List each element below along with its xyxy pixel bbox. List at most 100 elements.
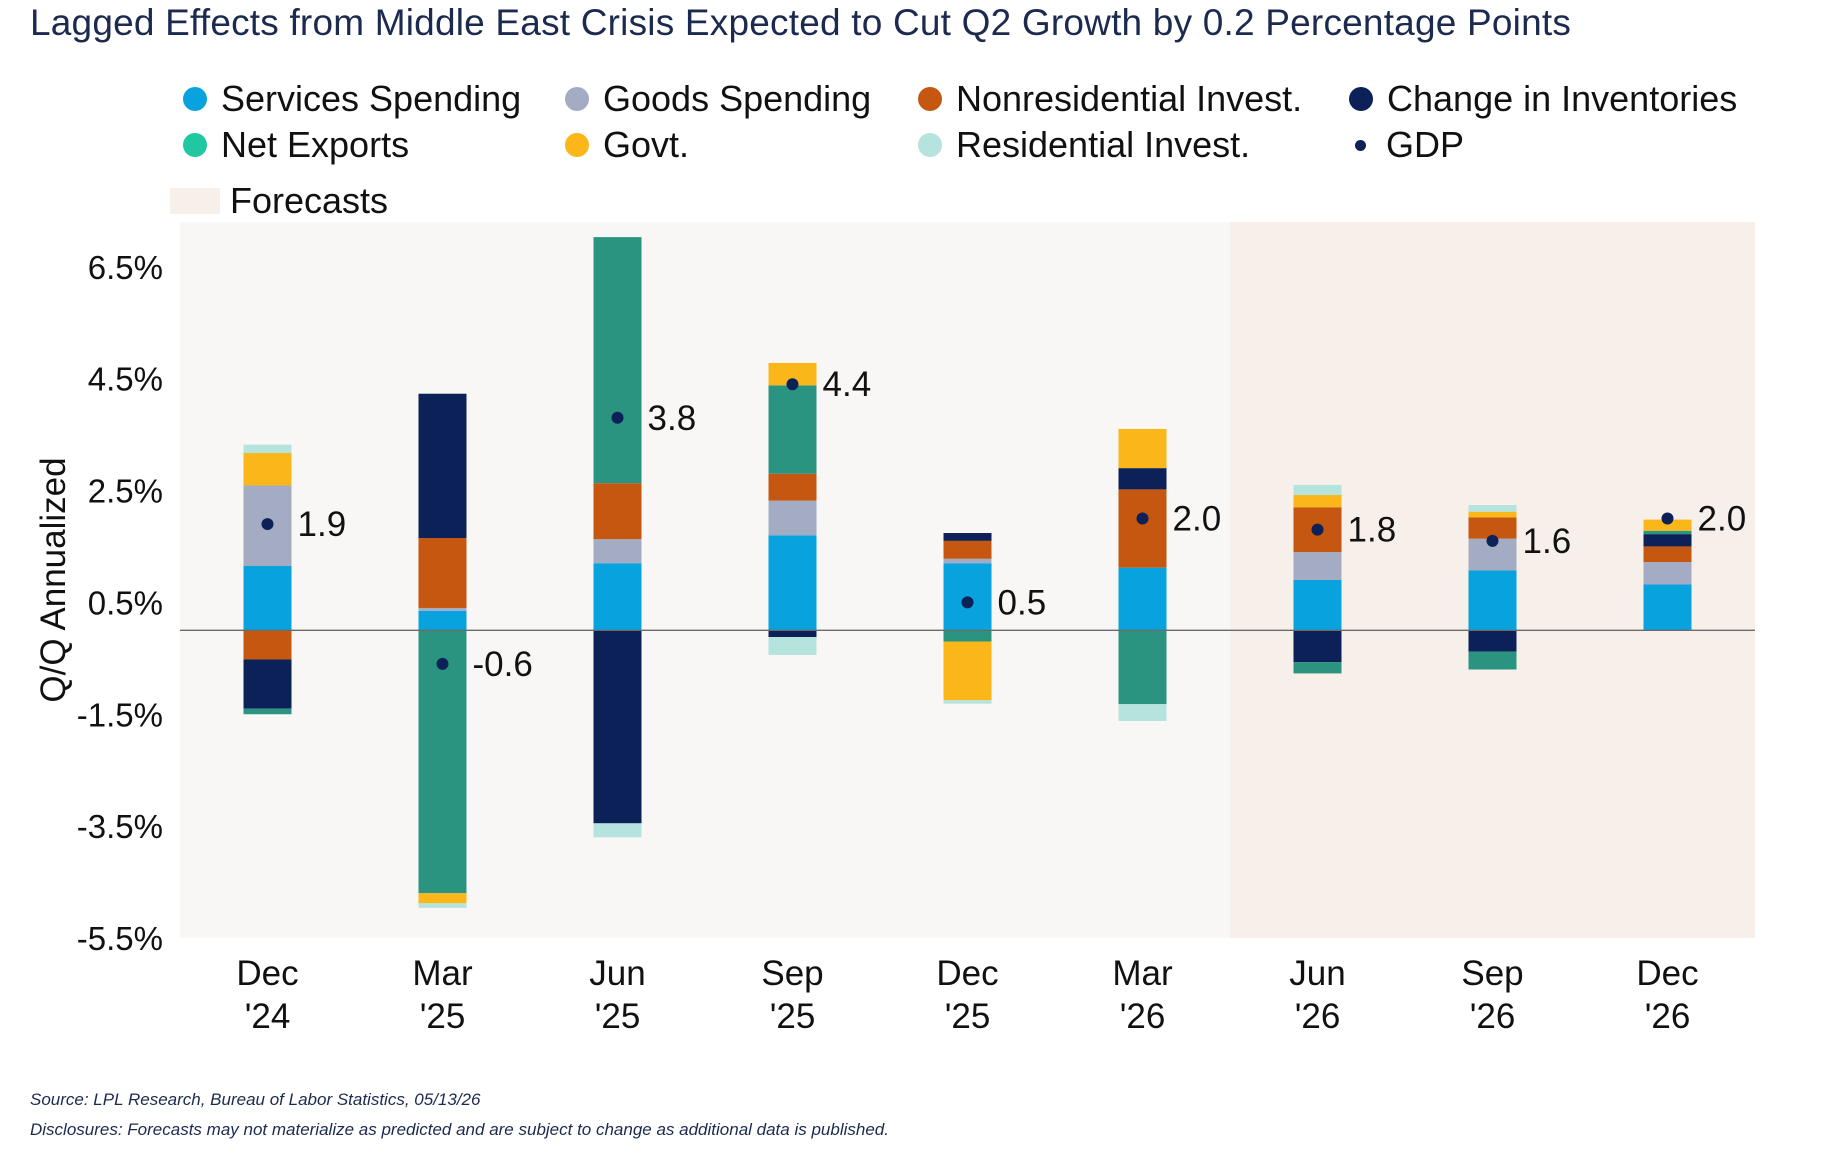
y-tick-label: -5.5% — [77, 920, 163, 957]
legend-swatch-govt — [565, 133, 589, 157]
gdp-data-label: 1.8 — [1348, 511, 1397, 550]
bar-segment-netexports — [1293, 662, 1342, 674]
bar-segment-residential — [1468, 505, 1517, 512]
bar-segment-residential — [1293, 484, 1342, 495]
legend-label-forecasts: Forecasts — [230, 180, 389, 221]
bar-segment-services — [593, 563, 642, 631]
bar-segment-services — [1118, 567, 1167, 631]
x-tick-label-year: '26 — [1295, 997, 1341, 1036]
bar-segment-goods — [943, 558, 992, 564]
x-tick-label-month: Mar — [412, 954, 473, 993]
bar-segment-netexports — [243, 708, 292, 715]
bar-segment-inventories — [943, 533, 992, 541]
x-tick-label-month: Sep — [761, 954, 823, 993]
legend-label-nonres: Nonresidential Invest. — [956, 78, 1303, 119]
gdp-point — [261, 518, 274, 531]
legend-swatch-forecasts — [170, 188, 220, 214]
bar-segment-nonres — [418, 538, 467, 608]
bar-segment-inventories — [1293, 630, 1342, 663]
legend-label-goods: Goods Spending — [603, 78, 872, 119]
legend-swatch-inventories — [1349, 87, 1373, 111]
y-axis-label: Q/Q Annualized — [34, 457, 73, 702]
bar-segment-govt — [943, 641, 992, 701]
bar-segment-residential — [768, 637, 817, 655]
bar-segment-residential — [943, 700, 992, 704]
legend-label-govt: Govt. — [603, 124, 690, 165]
gdp-point — [1136, 512, 1149, 525]
bar-segment-inventories — [593, 630, 642, 824]
bar-segment-inventories — [1643, 534, 1692, 547]
legend-swatch-gdp — [1355, 139, 1366, 151]
bar-segment-services — [1643, 584, 1692, 631]
bar-segment-goods — [1293, 552, 1342, 580]
bar-segment-services — [1468, 570, 1517, 631]
bar-segment-govt — [1118, 428, 1167, 469]
bar-segment-residential — [418, 903, 467, 908]
axis-layer: 6.5% 4.5% 2.5% 0.5% -1.5% -3.5% -5.5% Q/Q Annua… — [34, 249, 1755, 1036]
bar-segment-netexports — [418, 630, 467, 894]
gdp-data-label: 3.8 — [648, 399, 697, 438]
bar-segment-inventories — [418, 393, 467, 539]
legend-label-inventories: Change in Inventories — [1387, 78, 1738, 119]
y-tick-label: 2.5% — [88, 473, 163, 510]
bar-segment-govt — [768, 362, 817, 386]
bars-layer — [243, 237, 1692, 908]
gdp-point — [436, 657, 449, 670]
legend: Services Spending Goods Spending Nonresi… — [0, 0, 1832, 230]
x-tick-label-year: '25 — [945, 997, 991, 1036]
legend-swatch-goods — [565, 87, 589, 111]
x-tick-label-month: Dec — [1636, 954, 1698, 993]
chart-title: Lagged Effects from Middle East Crisis E… — [30, 2, 1572, 43]
gdp-data-label: 0.5 — [998, 583, 1047, 622]
legend-label-netexports: Net Exports — [221, 124, 410, 165]
bar-segment-goods — [418, 607, 467, 611]
bar-segment-netexports — [1118, 630, 1167, 705]
bar-segment-netexports — [943, 630, 992, 642]
x-tick-label-year: '26 — [1120, 997, 1166, 1036]
legend-swatch-residential — [918, 133, 942, 157]
gdp-point — [1661, 512, 1674, 525]
bar-segment-inventories — [1468, 630, 1517, 652]
legend-item-nonres: Nonresidential Invest. — [918, 78, 1302, 120]
gdp-data-label: 2.0 — [1173, 499, 1222, 538]
x-tick-label-year: '25 — [595, 997, 641, 1036]
legend-swatch-netexports — [183, 133, 207, 157]
bar-segment-nonres — [1468, 517, 1517, 539]
x-tick-label-year: '25 — [770, 997, 816, 1036]
bar-segment-goods — [768, 500, 817, 536]
bar-segment-goods — [1643, 562, 1692, 585]
bar-segment-services — [1293, 580, 1342, 631]
y-tick-label: -1.5% — [77, 696, 163, 733]
bar-segment-services — [243, 566, 292, 631]
bar-segment-services — [418, 610, 467, 631]
gdp-data-label: 2.0 — [1698, 499, 1747, 538]
source-note: Source: LPL Research, Bureau of Labor St… — [30, 1090, 481, 1109]
gdp-point — [611, 411, 624, 424]
bar-segment-residential — [1118, 704, 1167, 721]
gdp-layer: 1.9 -0.6 3.8 4.4 0.5 2.0 1.8 1.6 2.0 — [261, 365, 1747, 684]
bar-segment-nonres — [768, 473, 817, 501]
legend-item-gdp: GDP — [1349, 124, 1464, 166]
y-tick-label: -3.5% — [77, 808, 163, 845]
bar-segment-nonres — [1118, 489, 1167, 568]
gdp-point — [786, 378, 799, 391]
legend-item-govt: Govt. — [565, 124, 689, 166]
bar-segment-netexports — [1643, 530, 1692, 535]
x-tick-label-month: Sep — [1461, 954, 1523, 993]
gdp-data-label: 1.6 — [1523, 522, 1572, 561]
bar-segment-govt — [418, 893, 467, 904]
bar-segment-services — [768, 535, 817, 631]
bar-segment-netexports — [593, 237, 642, 484]
bar-segment-govt — [1468, 511, 1517, 518]
bar-segment-residential — [243, 444, 292, 454]
legend-item-goods: Goods Spending — [565, 78, 871, 120]
bar-segment-govt — [243, 453, 292, 486]
legend-item-netexports: Net Exports — [183, 124, 409, 166]
x-tick-label-year: '26 — [1645, 997, 1691, 1036]
x-tick-label-year: '26 — [1470, 997, 1516, 1036]
bar-segment-goods — [593, 539, 642, 564]
gdp-data-label: 4.4 — [823, 365, 872, 404]
y-tick-label: 0.5% — [88, 584, 163, 621]
legend-label-services: Services Spending — [221, 78, 522, 119]
